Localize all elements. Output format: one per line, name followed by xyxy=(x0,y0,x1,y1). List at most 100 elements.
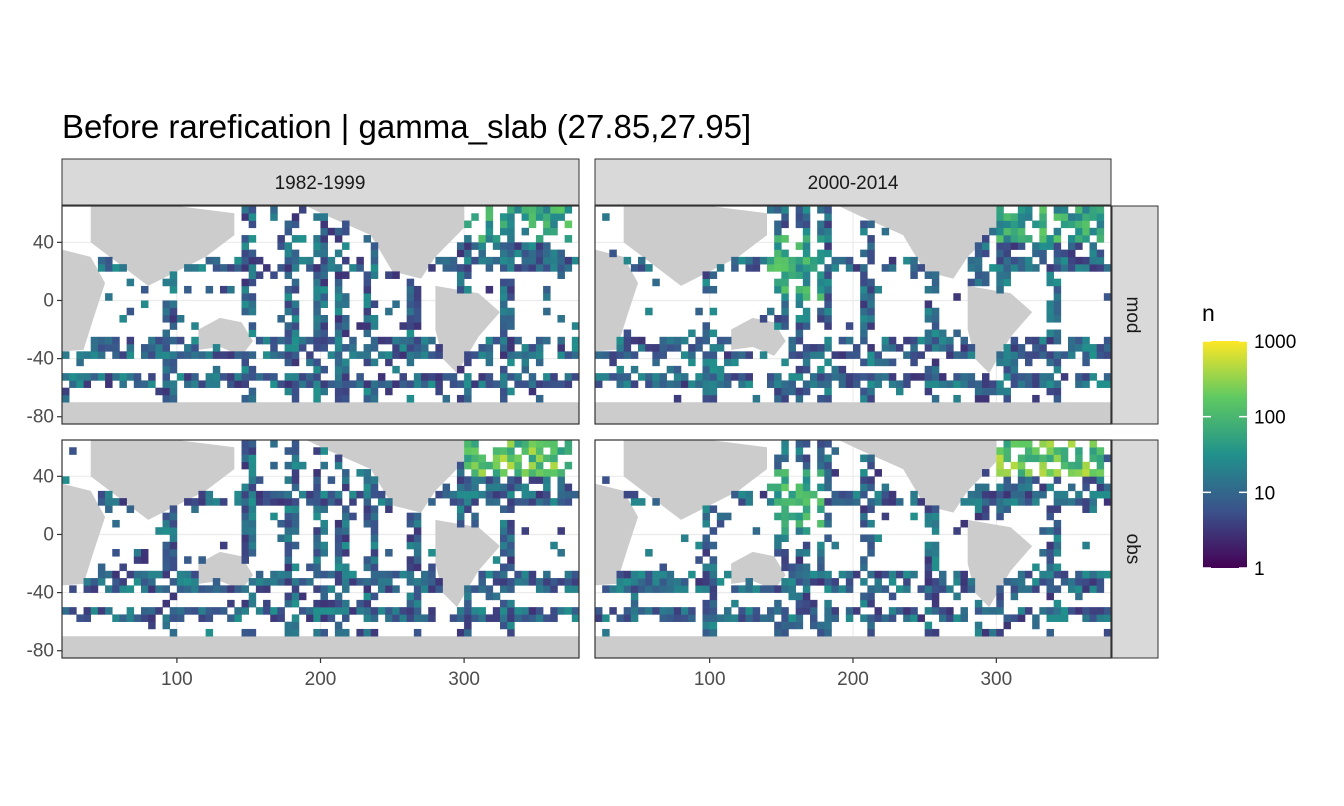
heat-cell xyxy=(867,293,875,301)
heat-cell xyxy=(184,344,192,352)
heat-cell xyxy=(1025,213,1033,221)
heat-cell xyxy=(688,344,696,352)
heat-cell xyxy=(535,585,544,593)
heat-cell xyxy=(485,380,494,388)
heat-cell xyxy=(795,336,804,345)
heat-cell xyxy=(1010,336,1019,345)
heat-cell xyxy=(1046,358,1054,367)
heat-cell xyxy=(248,206,257,214)
heat-cell xyxy=(255,607,264,615)
heat-cell xyxy=(752,527,761,535)
heat-cell xyxy=(1089,469,1097,477)
heat-cell xyxy=(982,512,990,521)
heat-cell xyxy=(824,387,832,396)
heat-cell xyxy=(1053,285,1062,294)
heat-cell xyxy=(1089,447,1097,455)
heat-cell xyxy=(528,344,537,352)
heat-cell xyxy=(184,373,192,381)
heat-cell xyxy=(616,578,624,586)
heat-cell xyxy=(759,351,768,359)
heat-cell xyxy=(334,315,343,323)
heat-cell xyxy=(277,614,285,622)
heat-cell xyxy=(788,256,796,265)
heat-cell xyxy=(795,498,804,506)
heat-cell xyxy=(1075,578,1083,586)
heat-cell xyxy=(1103,454,1112,463)
heat-cell xyxy=(535,213,544,221)
heat-cell xyxy=(543,614,551,622)
heat-cell xyxy=(313,498,321,506)
heat-cell xyxy=(774,541,782,550)
heat-cell xyxy=(1046,469,1054,477)
heat-cell xyxy=(413,307,422,316)
heat-cell xyxy=(1075,498,1083,506)
heat-cell xyxy=(695,344,703,352)
heat-cell xyxy=(270,271,278,279)
heat-cell xyxy=(464,373,472,381)
heat-cell xyxy=(521,227,530,236)
heat-cell xyxy=(1053,358,1062,367)
heat-cell xyxy=(645,578,653,586)
heat-cell xyxy=(298,607,307,615)
heat-cell xyxy=(702,358,710,367)
heat-cell xyxy=(313,344,321,352)
heat-cell xyxy=(334,527,343,535)
heat-cell xyxy=(795,300,804,309)
heat-cell xyxy=(681,578,689,586)
heat-cell xyxy=(1082,213,1090,221)
heat-cell xyxy=(320,549,328,557)
heat-cell xyxy=(564,570,573,579)
heat-cell xyxy=(645,570,653,579)
heat-cell xyxy=(97,570,106,579)
heat-cell xyxy=(1017,256,1026,265)
heat-cell xyxy=(860,512,868,521)
heat-cell xyxy=(838,380,847,388)
heat-cell xyxy=(464,607,472,615)
heat-cell xyxy=(1082,607,1090,615)
heat-cell xyxy=(284,322,293,330)
heat-cell xyxy=(824,512,832,521)
heat-cell xyxy=(1017,578,1026,586)
heat-cell xyxy=(363,519,372,528)
heat-cell xyxy=(464,483,472,492)
heat-cell xyxy=(824,578,832,586)
heat-cell xyxy=(1003,271,1011,279)
heat-cell xyxy=(191,336,199,345)
heat-cell xyxy=(681,614,689,622)
heat-cell xyxy=(169,556,178,564)
heat-cell xyxy=(795,394,804,403)
heat-cell xyxy=(284,505,293,513)
heat-cell xyxy=(377,380,386,388)
heat-cell xyxy=(817,293,825,301)
heat-cell xyxy=(824,344,832,352)
heat-cell xyxy=(212,365,221,374)
heat-cell xyxy=(931,380,940,388)
heat-cell xyxy=(557,549,565,557)
land-shape xyxy=(731,551,786,590)
heat-cell xyxy=(514,264,522,272)
heat-cell xyxy=(263,373,271,381)
heat-cell xyxy=(162,300,171,309)
heat-cell xyxy=(709,628,718,637)
heat-cell xyxy=(924,570,933,579)
heat-cell xyxy=(514,607,522,615)
heat-cell xyxy=(528,570,537,579)
heat-cell xyxy=(507,549,515,557)
heat-cell xyxy=(1025,447,1033,455)
heat-cell xyxy=(795,549,804,557)
heat-cell xyxy=(616,351,624,359)
heat-cell xyxy=(867,344,875,352)
heat-cell xyxy=(974,621,983,630)
heat-cell xyxy=(1075,607,1083,615)
heat-cell xyxy=(176,570,185,579)
heat-cell xyxy=(795,490,804,499)
heat-cell xyxy=(176,351,185,359)
heat-cell xyxy=(500,365,508,374)
heat-cell xyxy=(1053,329,1062,338)
heat-cell xyxy=(97,264,106,272)
heat-cell xyxy=(212,380,221,388)
heat-cell xyxy=(845,373,854,381)
heat-cell xyxy=(1082,344,1090,352)
heat-cell xyxy=(500,387,508,396)
heat-cell xyxy=(471,380,479,388)
